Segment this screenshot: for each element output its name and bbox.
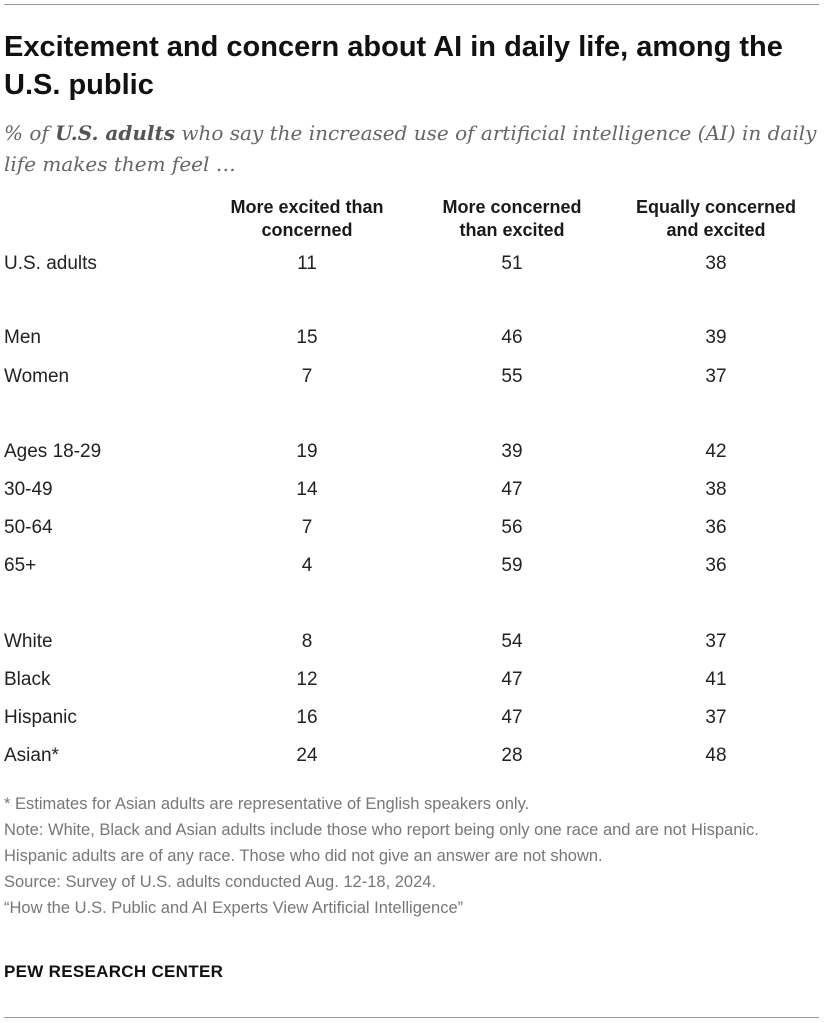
table-cell: 56 (501, 517, 523, 538)
table-cell: 47 (501, 669, 523, 690)
table-cell: 36 (705, 555, 727, 576)
chart-subtitle: % of U.S. adults who say the increased u… (4, 118, 819, 180)
table-cell: 24 (296, 745, 318, 766)
row-label: Women (4, 366, 70, 387)
table-cell: 15 (296, 327, 318, 348)
table-cell: 19 (296, 441, 318, 462)
source: Source: Survey of U.S. adults conducted … (4, 873, 437, 891)
report-title: “How the U.S. Public and AI Experts View… (4, 899, 464, 917)
table-row: 50-64 7 56 36 (0, 513, 833, 543)
table-cell: 4 (301, 555, 313, 576)
table-cell: 48 (705, 745, 727, 766)
column-header-equally: Equally concerned and excited (616, 196, 816, 242)
column-header-concerned: More concerned than excited (412, 196, 612, 242)
table-row: Ages 18-29 19 39 42 (0, 437, 833, 467)
table-row: Women 7 55 37 (0, 362, 833, 392)
table-cell: 41 (705, 669, 727, 690)
asterisk-note: * Estimates for Asian adults are represe… (4, 795, 530, 813)
row-label: Black (4, 669, 51, 690)
table-cell: 7 (301, 517, 313, 538)
column-header-line2: than excited (459, 220, 565, 240)
table-cell: 38 (705, 479, 727, 500)
table-cell: 37 (705, 707, 727, 728)
table-cell: 11 (297, 253, 317, 274)
footnotes: * Estimates for Asian adults are represe… (4, 791, 819, 921)
subtitle-bold: U.S. adults (55, 121, 175, 145)
table-cell: 37 (705, 366, 727, 387)
table-cell: 16 (296, 707, 318, 728)
table-cell: 37 (705, 631, 727, 652)
table-cell: 14 (296, 479, 318, 500)
table-cell: 8 (301, 631, 313, 652)
table-cell: 51 (501, 253, 523, 274)
table-row: Hispanic 16 47 37 (0, 703, 833, 733)
row-label: 30-49 (4, 479, 53, 500)
table-cell: 54 (501, 631, 523, 652)
table-cell: 39 (705, 327, 727, 348)
column-header-line2: and excited (666, 220, 766, 240)
table-cell: 38 (705, 253, 727, 274)
bottom-rule (4, 1017, 819, 1018)
subtitle-rest: who say the increased use of artificial … (4, 121, 817, 176)
table-cell: 47 (501, 707, 523, 728)
chart-title: Excitement and concern about AI in daily… (4, 31, 783, 101)
column-header-line2: concerned (261, 220, 353, 240)
note: Note: White, Black and Asian adults incl… (4, 821, 759, 865)
table-row: Black 12 47 41 (0, 665, 833, 695)
table-cell: 46 (501, 327, 523, 348)
table-cell: 28 (501, 745, 523, 766)
row-label: White (4, 631, 53, 652)
table-cell: 7 (301, 366, 313, 387)
column-header-line1: More excited than (230, 197, 384, 217)
brand-logo-text: PEW RESEARCH CENTER (4, 962, 224, 981)
table-row: White 8 54 37 (0, 627, 833, 657)
row-label: 50-64 (4, 517, 53, 538)
table-row: Men 15 46 39 (0, 323, 833, 353)
table-cell: 39 (501, 441, 523, 462)
table-cell: 36 (705, 517, 727, 538)
top-rule (4, 4, 819, 5)
table-row: 65+ 4 59 36 (0, 551, 833, 581)
column-header-line1: Equally concerned (635, 197, 797, 217)
table-row: U.S. adults 11 51 38 (0, 249, 833, 279)
table-cell: 47 (501, 479, 523, 500)
table-row: 30-49 14 47 38 (0, 475, 833, 505)
row-label: U.S. adults (4, 253, 97, 274)
table-row: Asian* 24 28 48 (0, 741, 833, 771)
row-label: Men (4, 327, 41, 348)
column-header-line1: More concerned (442, 197, 582, 217)
subtitle-prefix: % of (4, 121, 56, 145)
row-label: Ages 18-29 (4, 441, 102, 462)
table-cell: 12 (296, 669, 318, 690)
row-label: 65+ (4, 555, 37, 576)
column-header-excited: More excited than concerned (207, 196, 407, 242)
row-label: Hispanic (4, 707, 77, 728)
table-cell: 55 (501, 366, 523, 387)
row-label: Asian* (4, 745, 59, 766)
table-cell: 42 (705, 441, 727, 462)
table-cell: 59 (501, 555, 523, 576)
